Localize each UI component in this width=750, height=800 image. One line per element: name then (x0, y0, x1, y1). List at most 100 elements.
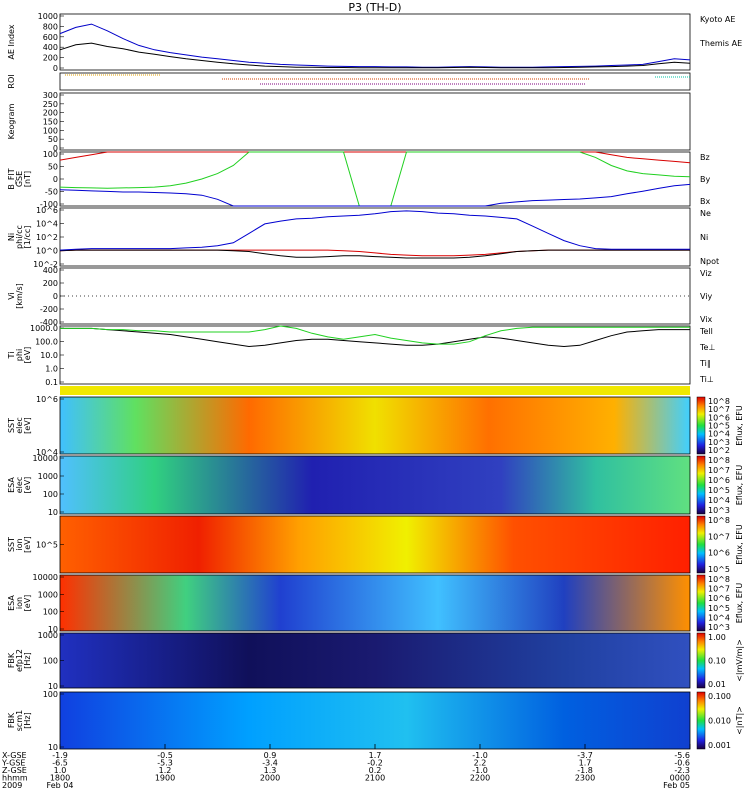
colorbar-fbk_b (696, 691, 706, 750)
y-tick-label: 600 (43, 33, 58, 42)
y-tick-label: 10 (48, 743, 58, 752)
panel-sst_i (59, 515, 706, 574)
panel-roi (59, 72, 691, 91)
y-tick-label: -50 (45, 188, 58, 197)
y-tick-label: 100 (43, 126, 58, 135)
y-axis-label: FBK (7, 712, 16, 728)
colorbar-tick: 10^7 (708, 466, 730, 475)
panel-keogram (59, 92, 691, 151)
x-row-value: 1.3 (264, 766, 277, 775)
y-axis-label: Ti (7, 352, 16, 360)
legend-entry: Te⊥ (699, 343, 715, 352)
y-tick-label: 10^-2 (33, 260, 58, 269)
legend-entry: Vix (700, 315, 713, 324)
legend-entry: Ti∥ (699, 359, 711, 368)
y-tick-label: 10^4 (36, 448, 58, 457)
colorbar-sst_e (696, 396, 706, 455)
colorbar-esa_i (696, 574, 706, 632)
spectrogram-fbk_b (60, 692, 690, 749)
y-tick-label: 1000 (38, 12, 58, 21)
y-tick-label: 0 (53, 144, 58, 153)
panel-ti (59, 325, 691, 385)
x-row-value: 1900 (155, 774, 175, 783)
series-line-Themis AE (59, 42, 691, 69)
x-row-value: -6.5 (52, 759, 68, 768)
y-tick-label: 1000 (38, 590, 58, 599)
x-row-value: 2100 (365, 774, 385, 783)
y-tick-label: 100 (43, 490, 58, 499)
series-line-Tell (60, 327, 690, 348)
x-row-label: hhmm (2, 774, 28, 783)
panel-fbk_b (59, 691, 706, 750)
legend-entry: Bx (700, 197, 710, 206)
y-axis-label: SST (7, 418, 16, 433)
x-row-value: 1.2 (159, 766, 172, 775)
y-tick-label: 50 (48, 163, 58, 172)
figure-title: P3 (TH-D) (348, 1, 401, 14)
y-axis-label: [nT] (23, 171, 32, 187)
y-tick-label: 0.1 (45, 378, 58, 387)
y-axis-label: AE Index (7, 24, 16, 59)
x-row-value: -3.4 (262, 759, 278, 768)
y-tick-label: 200 (43, 54, 58, 63)
legend-entry: Npot (700, 257, 719, 266)
x-row-value: -3.7 (577, 751, 593, 760)
colorbar-tick: 10^4 (708, 496, 730, 505)
panel-vi (59, 267, 691, 325)
y-axis-label: [km/s] (15, 283, 24, 309)
y-axis-label: [Hz] (23, 712, 32, 728)
colorbar-label: <|nT|> (735, 706, 744, 735)
y-axis-label: ESA (7, 477, 16, 493)
panel-frame (59, 396, 691, 455)
y-tick-label: 10^5 (36, 541, 58, 550)
colorbar-tick: 10^5 (708, 486, 730, 495)
spectrogram-fbk_e (60, 633, 690, 688)
y-axis-label: [eV] (23, 347, 32, 364)
colorbar-tick: 10^8 (708, 397, 730, 406)
panel-esa_i (59, 574, 706, 632)
y-axis-label: Ni (7, 233, 16, 241)
x-row-value: 0.2 (369, 766, 382, 775)
y-axis-label: [eV] (23, 536, 32, 553)
y-axis-label: [1/cc] (23, 226, 32, 249)
x-row-label: Y-GSE (1, 759, 25, 768)
x-row-value: 1.7 (369, 751, 382, 760)
y-tick-label: 100 (43, 608, 58, 617)
colorbar-tick: 10^5 (708, 565, 730, 574)
y-tick-label: -100 (40, 200, 58, 209)
colorbar-sst_i (696, 515, 706, 574)
colorbar-tick: 10^3 (708, 623, 730, 632)
series-line-Npot (59, 210, 690, 251)
x-row-label: X-GSE (2, 751, 27, 760)
legend-entry: Ti⊥ (699, 375, 714, 384)
x-row-label: 2009 (2, 781, 22, 790)
colorbar-label: <|mV/m|> (735, 639, 744, 682)
panel-ni (59, 207, 691, 267)
panel-bfit (59, 151, 691, 207)
y-tick-label: 0 (53, 64, 58, 73)
y-tick-label: 200 (43, 109, 58, 118)
x-row-value: -0.6 (674, 759, 690, 768)
y-tick-label: 10^0 (36, 247, 58, 256)
colorbar-tick: 10^7 (708, 585, 730, 594)
x-row-value: -1.0 (472, 751, 488, 760)
x-row-value: 1800 (50, 774, 70, 783)
x-row-value: -0.2 (367, 759, 383, 768)
y-tick-label: 10000 (33, 454, 58, 463)
y-tick-label: 400 (43, 43, 58, 52)
panel-frame (59, 13, 691, 71)
y-tick-label: 300 (43, 91, 58, 100)
spectrogram-sst_e (60, 397, 690, 454)
y-axis-label: B_FIT (7, 168, 16, 189)
series-line-Bx (59, 183, 691, 207)
y-tick-label: 100 (43, 690, 58, 699)
y-axis-label: SST (7, 537, 16, 552)
colorbar-tick: 1.00 (708, 633, 726, 642)
y-axis-label: phi/cc (15, 225, 24, 249)
series-line-Kyoto AE (59, 23, 691, 68)
spectrogram-sst_i (60, 516, 690, 573)
spectrogram-esa_i (60, 575, 690, 631)
y-tick-label: 150 (43, 118, 58, 127)
x-row-value: 1.7 (579, 759, 592, 768)
